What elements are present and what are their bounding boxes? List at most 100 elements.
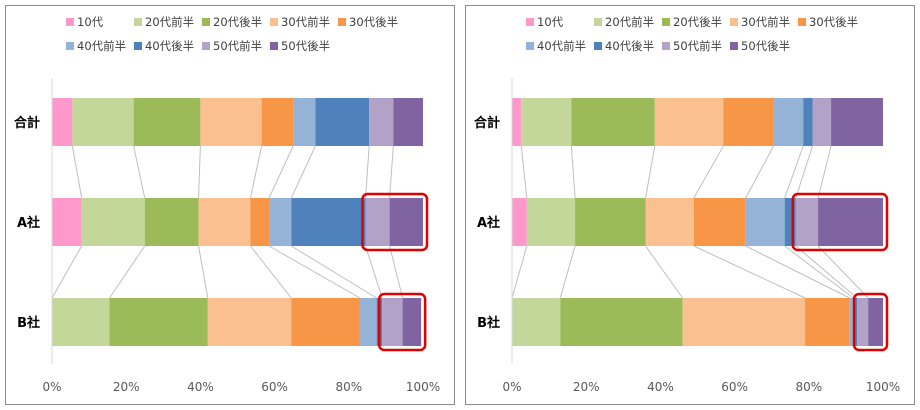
legend-swatch — [134, 18, 142, 26]
series-connector-line — [198, 245, 209, 299]
bar-segment — [745, 198, 785, 246]
legend-label: 20代後半 — [673, 15, 722, 29]
bar-segment — [512, 98, 522, 146]
legend-label: 50代前半 — [673, 39, 722, 53]
series-connector-line — [268, 145, 294, 199]
legend-swatch — [66, 18, 74, 26]
bar-segment — [693, 198, 746, 246]
bar-segment — [382, 298, 403, 346]
legend-label: 20代後半 — [213, 15, 262, 29]
series-connector-line — [817, 145, 832, 199]
legend-label: 20代前半 — [145, 15, 194, 29]
category-label: B社 — [17, 315, 40, 331]
legend-label: 40代前半 — [77, 39, 126, 53]
bar-segment — [261, 98, 294, 146]
stacked-bar-chart-left: 10代 20代前半 20代後半 30代前半 30代後半 40代前半 40代後半 50代前半 50… — [14, 15, 440, 394]
category-label: 合計 — [474, 115, 500, 131]
bar-segment — [365, 198, 390, 246]
legend-swatch — [594, 42, 602, 50]
legend-label: 40代前半 — [537, 39, 586, 53]
series-connector-line — [693, 145, 724, 199]
bar-segment — [571, 98, 655, 146]
bar-segment — [512, 298, 561, 346]
bar-segment — [784, 198, 796, 246]
series-connector-line — [291, 245, 377, 299]
bar-segment — [805, 298, 850, 346]
bar-segment — [526, 198, 576, 246]
series-connector-line — [520, 145, 528, 199]
highlight-box — [852, 292, 889, 352]
chart-panel-left: 10代 20代前半 20代後半 30代前半 30代後半 40代前半 40代後半 50代前半 50… — [5, 5, 455, 405]
series-connector-line — [389, 145, 394, 199]
series-connector-line — [511, 245, 528, 299]
series-connector-line — [784, 245, 854, 299]
series-connector-line — [109, 245, 146, 299]
category-label: 合計 — [14, 115, 40, 131]
series-connector-line — [645, 245, 684, 299]
bar-segment — [52, 298, 110, 346]
legend-swatch — [270, 18, 278, 26]
bar-segment — [369, 98, 394, 146]
series-connector-line — [795, 245, 858, 299]
legend-label: 10代 — [537, 15, 564, 29]
series-connector-line — [71, 145, 83, 199]
series-connector-line — [559, 245, 576, 299]
x-tick-label: 80% — [335, 380, 362, 394]
series-connector-line — [795, 145, 813, 199]
legend-label: 10代 — [77, 15, 104, 29]
x-tick-label: 40% — [647, 380, 674, 394]
legend-label: 50代後半 — [741, 39, 790, 53]
bar-segment — [831, 98, 883, 146]
legend-swatch — [594, 18, 602, 26]
bar-segment — [654, 98, 724, 146]
legend-label: 30代後半 — [349, 15, 398, 29]
bar-segment — [857, 298, 869, 346]
legend-swatch — [730, 42, 738, 50]
highlight-box — [791, 192, 889, 252]
bar-segment — [645, 198, 694, 246]
legend-label: 50代前半 — [213, 39, 262, 53]
x-tick-label: 60% — [261, 380, 288, 394]
bar-segment — [315, 98, 370, 146]
series-connector-line — [198, 145, 201, 199]
bar-segment — [133, 98, 201, 146]
series-connector-line — [365, 245, 383, 299]
bar-segment — [868, 298, 883, 346]
x-tick-label: 20% — [113, 380, 140, 394]
bar-segment — [803, 98, 813, 146]
x-tick-label: 0% — [42, 380, 61, 394]
series-connector-line — [745, 245, 850, 299]
bar-segment — [72, 98, 134, 146]
chart-panel-right: 10代 20代前半 20代後半 30代前半 30代後半 40代前半 40代後半 50代前半 50… — [465, 5, 915, 405]
x-tick-label: 100% — [406, 380, 440, 394]
bar-segment — [359, 298, 377, 346]
x-tick-label: 60% — [721, 380, 748, 394]
bar-segment — [560, 298, 683, 346]
bar-segment — [682, 298, 806, 346]
legend-label: 40代後半 — [605, 39, 654, 53]
legend-swatch — [202, 42, 210, 50]
legend-swatch — [134, 42, 142, 50]
bar-segment — [849, 298, 854, 346]
series-connector-line — [693, 245, 806, 299]
series-connector-line — [645, 145, 656, 199]
bar-segment — [812, 98, 832, 146]
x-tick-label: 80% — [795, 380, 822, 394]
bar-segment — [389, 198, 423, 246]
series-connector-line — [250, 245, 292, 299]
bar-segment — [521, 98, 572, 146]
legend-label: 20代前半 — [605, 15, 654, 29]
series-connector-line — [389, 245, 404, 299]
legend-swatch — [730, 18, 738, 26]
legend-label: 30代前半 — [281, 15, 330, 29]
legend-swatch — [202, 18, 210, 26]
legend-swatch — [798, 18, 806, 26]
x-tick-label: 40% — [187, 380, 214, 394]
series-connector-line — [51, 245, 83, 299]
series-connector-line — [249, 145, 263, 199]
highlight-box — [377, 292, 427, 352]
bar-segment — [795, 198, 819, 246]
bar-segment — [575, 198, 646, 246]
bar-segment — [291, 198, 366, 246]
legend-label: 30代後半 — [809, 15, 858, 29]
